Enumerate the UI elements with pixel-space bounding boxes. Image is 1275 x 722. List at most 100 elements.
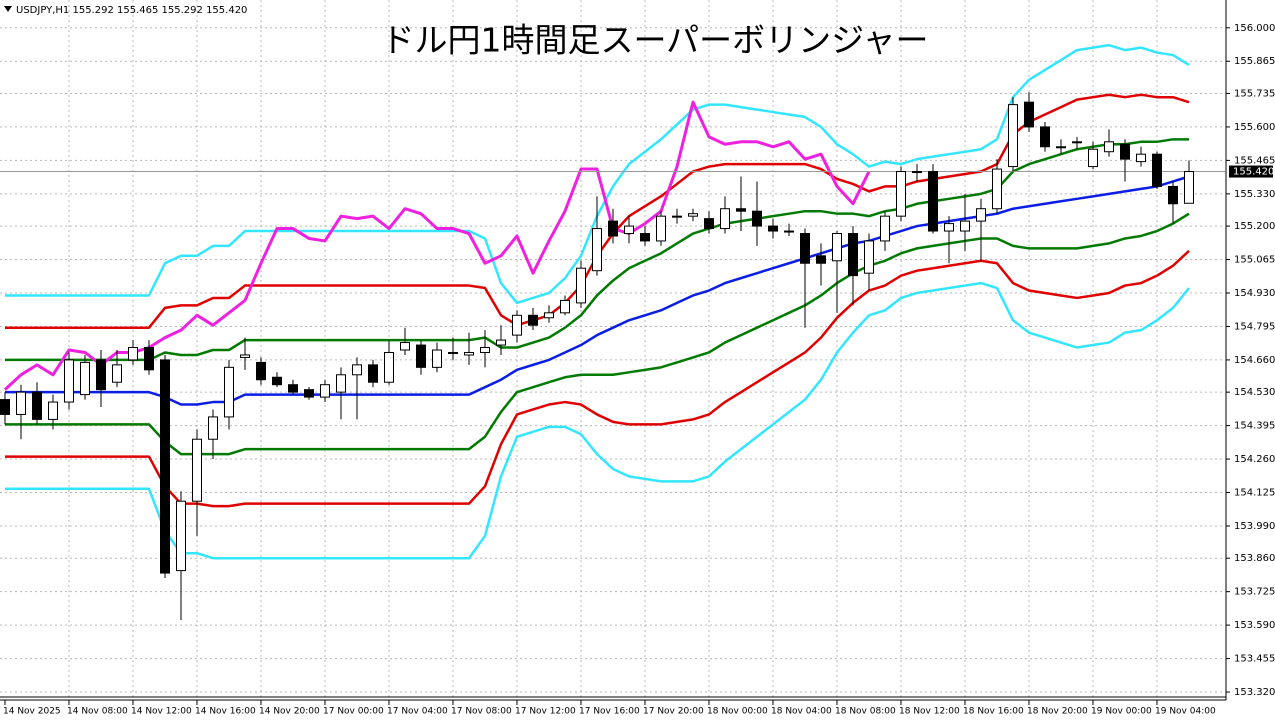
candle-body [592,228,602,272]
candle-body [624,225,634,235]
candle-body [80,361,90,396]
candle-body [864,240,874,274]
candle-body [1024,101,1034,128]
x-tick-label: 14 Nov 2025 [3,707,61,717]
candle-body [288,384,298,393]
x-tick-label: 18 Nov 04:00 [771,707,832,717]
candle-body [1120,143,1130,160]
x-tick-label: 18 Nov 08:00 [835,707,896,717]
candle-body [240,354,250,358]
candle-body [480,347,490,353]
band-line [5,138,1189,362]
candle-body [320,384,330,398]
candle-body [128,347,138,361]
candle-body [912,171,922,174]
candle-body [96,359,106,391]
candle-body [1184,171,1194,204]
candle-body [32,391,42,420]
candle-body [640,233,650,242]
band-line [5,281,1190,560]
menu-triangle [4,6,12,12]
candle-body [208,416,218,440]
candle-body [352,364,362,376]
candle-body [448,351,458,354]
y-tick-label: 154.395 [1234,421,1275,432]
y-tick-label: 155.200 [1234,221,1275,232]
candle-body [656,215,666,242]
x-tick-label: 17 Nov 12:00 [515,707,576,717]
candle-body [800,233,810,264]
candle-body [64,359,74,403]
candle-body [736,208,746,212]
band-line [5,249,1190,508]
candle-body [1056,146,1066,149]
x-tick-label: 18 Nov 20:00 [1027,707,1088,717]
candle-body [944,223,954,232]
x-tick-label: 17 Nov 08:00 [451,707,512,717]
candle-body [368,364,378,383]
x-tick-label: 17 Nov 04:00 [387,707,448,717]
candle-body [432,349,442,368]
candle-body [144,347,154,371]
candle-body [528,314,538,326]
y-tick-label: 153.455 [1234,654,1275,665]
band-line [5,175,1190,406]
x-tick-label: 18 Nov 12:00 [899,707,960,717]
candle-body [224,366,234,418]
price-tag [1229,165,1273,178]
x-tick-label: 19 Nov 00:00 [1091,707,1152,717]
candle-body [928,171,938,232]
band-line [5,212,1190,456]
y-tick-label: 153.590 [1234,620,1275,631]
y-tick-label: 155.065 [1234,255,1275,266]
candle-body [816,255,826,264]
candle-body [880,215,890,242]
candle-body [896,171,906,217]
candle-body [160,359,170,574]
x-tick-label: 14 Nov 16:00 [195,707,256,717]
chart-title: ドル円1時間足スーパーボリンジャー [381,21,928,60]
candle-body [304,389,314,398]
y-tick-label: 154.530 [1234,387,1275,398]
candle-body [272,376,282,386]
y-tick-label: 153.990 [1234,521,1275,532]
candle-body [1168,185,1178,205]
candle-body [416,344,426,368]
candle-body [48,401,58,420]
candle-body [832,233,842,262]
candle-body [768,225,778,232]
candle-body [1040,126,1050,148]
candle-body [960,220,970,232]
candle-body [112,364,122,383]
y-tick-label: 155.600 [1234,122,1275,133]
candle-body [1136,153,1146,163]
candle-layer [0,92,1194,621]
candle-body [0,399,10,415]
y-tick-label: 153.725 [1234,587,1275,598]
chart-header: USDJPY,H1 155.292 155.465 155.292 155.42… [16,5,247,16]
y-tick-label: 154.125 [1234,488,1275,499]
y-tick-label: 156.000 [1234,23,1275,34]
candle-body [336,374,346,393]
candle-body [688,213,698,217]
candle-body [704,218,714,230]
x-tick-label: 17 Nov 00:00 [323,707,384,717]
candle-body [608,220,618,237]
grid-layer [0,0,1225,697]
candle-body [496,339,506,346]
x-tick-label: 17 Nov 20:00 [643,707,704,717]
candle-body [784,230,794,233]
y-tick-label: 155.865 [1234,56,1275,67]
x-tick-label: 17 Nov 16:00 [579,707,640,717]
candle-body [1072,141,1082,144]
y-tick-label: 155.465 [1234,155,1275,166]
y-tick-label: 154.795 [1234,321,1275,332]
candle-body [1088,148,1098,168]
candle-body [464,351,474,356]
candle-body [544,312,554,319]
y-tick-label: 155.735 [1234,88,1275,99]
x-tick-label: 14 Nov 20:00 [259,707,320,717]
x-tick-label: 19 Nov 04:00 [1155,707,1216,717]
